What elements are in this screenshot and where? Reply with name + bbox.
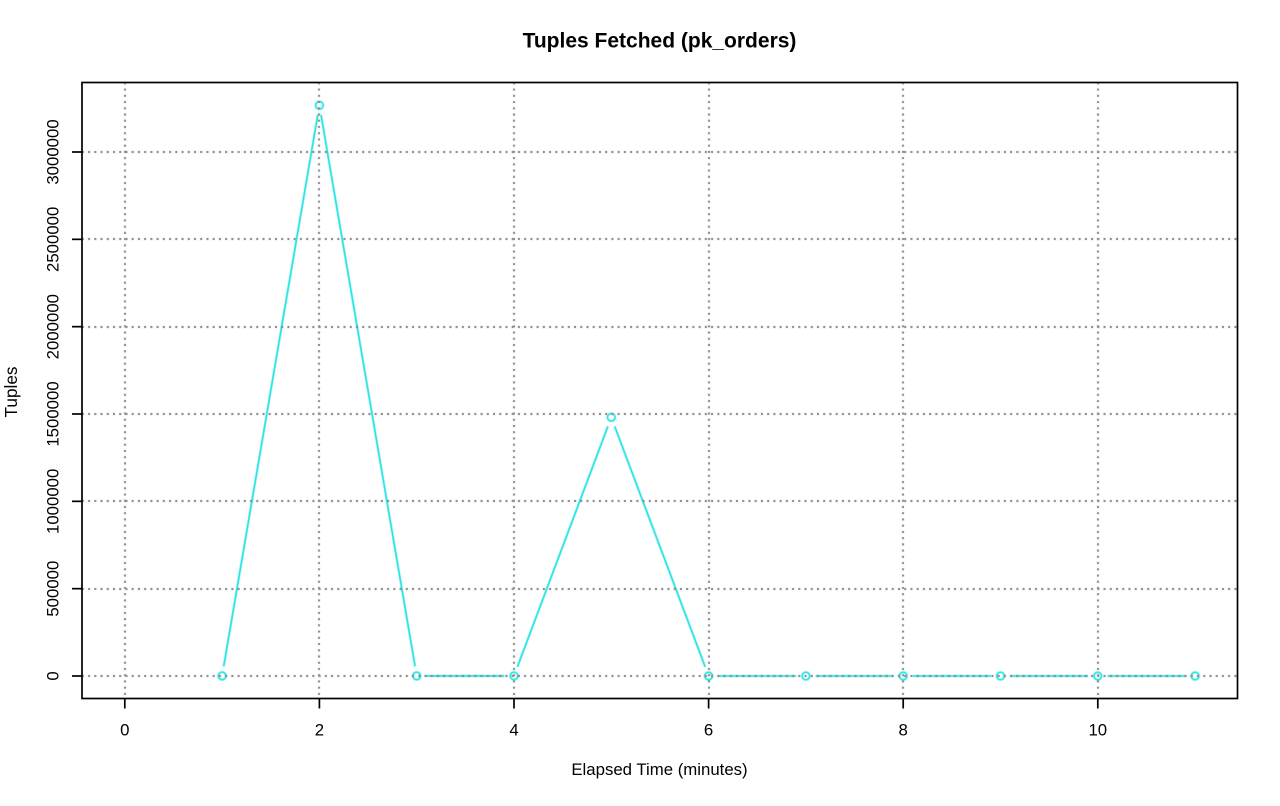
svg-text:0: 0 — [120, 721, 129, 740]
svg-text:Tuples Fetched (pk_orders): Tuples Fetched (pk_orders) — [523, 30, 797, 53]
svg-text:3000000: 3000000 — [44, 119, 63, 184]
svg-text:Elapsed Time (minutes): Elapsed Time (minutes) — [571, 760, 747, 779]
svg-text:6: 6 — [704, 721, 713, 740]
svg-text:0: 0 — [44, 671, 63, 680]
svg-text:4: 4 — [509, 721, 518, 740]
svg-text:500000: 500000 — [44, 561, 63, 617]
svg-text:1500000: 1500000 — [44, 381, 63, 446]
svg-text:8: 8 — [899, 721, 908, 740]
svg-text:10: 10 — [1088, 721, 1107, 740]
svg-text:2000000: 2000000 — [44, 294, 63, 359]
svg-text:2: 2 — [315, 721, 324, 740]
svg-text:1000000: 1000000 — [44, 469, 63, 534]
svg-text:2500000: 2500000 — [44, 207, 63, 272]
svg-text:Tuples: Tuples — [1, 367, 21, 418]
